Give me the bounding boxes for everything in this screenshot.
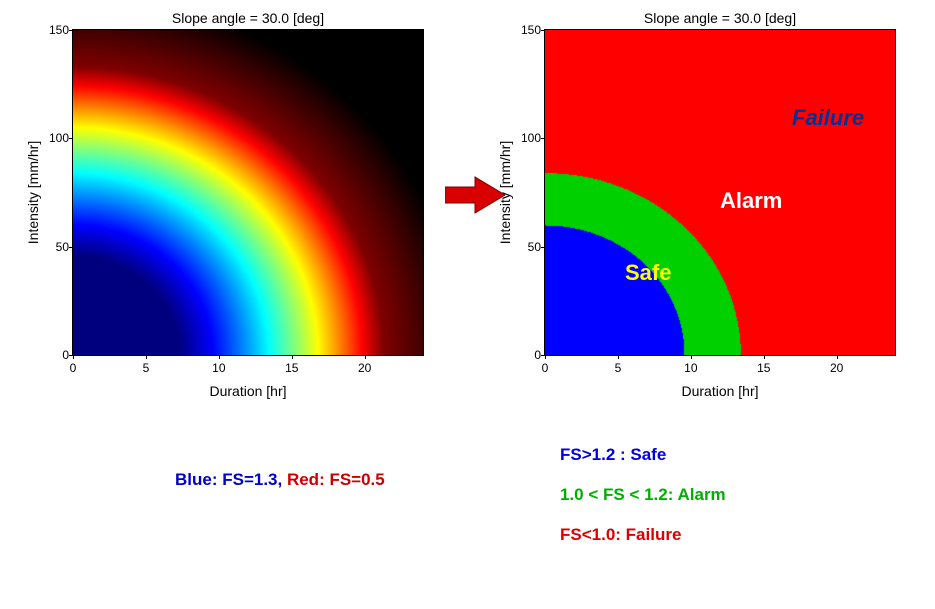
tick-mark — [541, 138, 545, 139]
caption-right-0: FS>1.2 : Safe — [560, 445, 666, 465]
panelB-xtick-10: 10 — [681, 361, 701, 375]
caption-left: Blue: FS=1.3, Red: FS=0.5 — [175, 470, 385, 490]
panelA-ylabel: Intensity [mm/hr] — [25, 30, 41, 355]
tick-mark — [69, 247, 73, 248]
panelB-xtick-15: 15 — [754, 361, 774, 375]
tick-mark — [69, 138, 73, 139]
panelB-xtick-20: 20 — [827, 361, 847, 375]
zone-label-alarm: Alarm — [720, 188, 782, 214]
tick-mark — [837, 355, 838, 359]
panelB-xtick-0: 0 — [535, 361, 555, 375]
panelB-xlabel: Duration [hr] — [545, 383, 895, 399]
tick-mark — [146, 355, 147, 359]
panelA-xtick-20: 20 — [355, 361, 375, 375]
panelA-ytick-50: 50 — [39, 240, 69, 254]
tick-mark — [691, 355, 692, 359]
panelA-ytick-150: 150 — [39, 23, 69, 37]
tick-mark — [541, 247, 545, 248]
zone-label-failure: Failure — [792, 105, 864, 131]
panelB-title: Slope angle = 30.0 [deg] — [545, 10, 895, 26]
tick-mark — [618, 355, 619, 359]
panelA-plot — [73, 30, 423, 355]
tick-mark — [365, 355, 366, 359]
panelB-xtick-5: 5 — [608, 361, 628, 375]
tick-mark — [69, 355, 73, 356]
caption-right-2: FS<1.0: Failure — [560, 525, 681, 545]
tick-mark — [69, 30, 73, 31]
panelA-xlabel: Duration [hr] — [73, 383, 423, 399]
caption-part: Blue: FS=1.3, — [175, 470, 287, 489]
panelB-ytick-50: 50 — [511, 240, 541, 254]
arrow-icon — [445, 175, 505, 215]
tick-mark — [541, 30, 545, 31]
caption-right-1: 1.0 < FS < 1.2: Alarm — [560, 485, 726, 505]
tick-mark — [292, 355, 293, 359]
panelB-ytick-0: 0 — [511, 348, 541, 362]
tick-mark — [545, 355, 546, 359]
panelA-title: Slope angle = 30.0 [deg] — [73, 10, 423, 26]
panelB-ytick-150: 150 — [511, 23, 541, 37]
panelA-xtick-10: 10 — [209, 361, 229, 375]
panelA-ytick-100: 100 — [39, 131, 69, 145]
zone-label-safe: Safe — [625, 260, 671, 286]
caption-part: Red: FS=0.5 — [287, 470, 385, 489]
panelA-xtick-5: 5 — [136, 361, 156, 375]
tick-mark — [219, 355, 220, 359]
tick-mark — [541, 355, 545, 356]
tick-mark — [764, 355, 765, 359]
panelA-xtick-0: 0 — [63, 361, 83, 375]
panelB-ytick-100: 100 — [511, 131, 541, 145]
tick-mark — [73, 355, 74, 359]
panelA-ytick-0: 0 — [39, 348, 69, 362]
panelA-xtick-15: 15 — [282, 361, 302, 375]
